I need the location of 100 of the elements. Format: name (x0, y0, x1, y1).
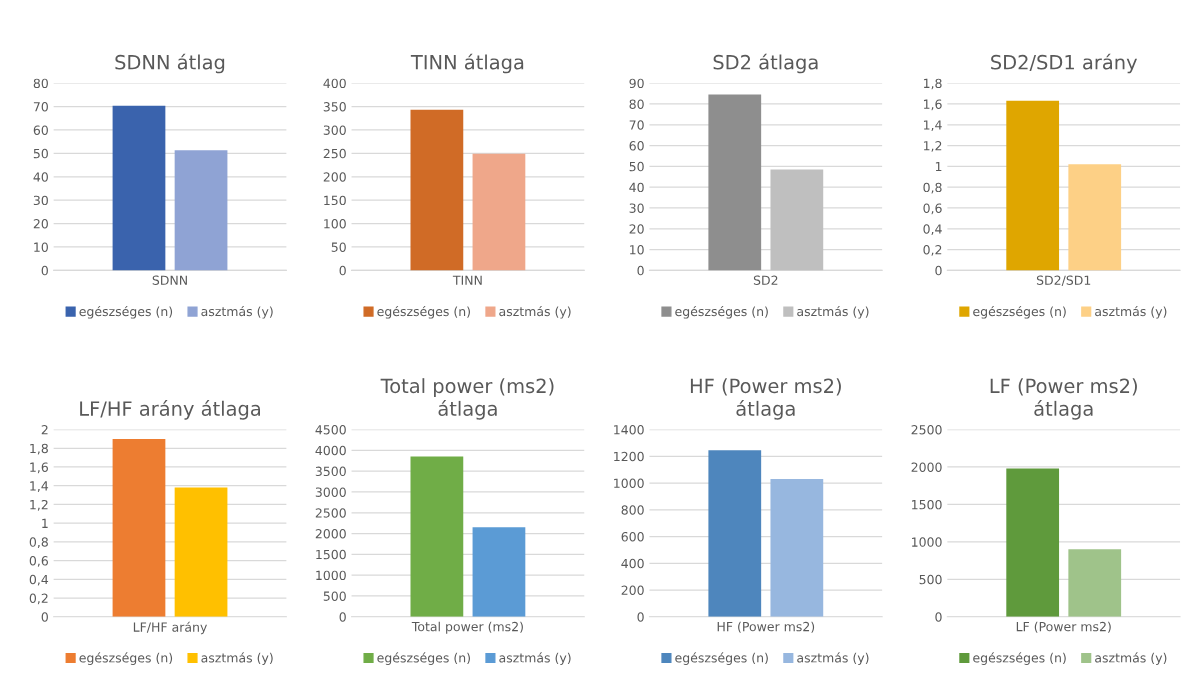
y-tick-label: 0,8 (29, 537, 48, 549)
category-label: Total power (ms2) (411, 621, 523, 634)
x-tick-label: LF/HF arány (133, 621, 207, 635)
legend-label: asztmás (y) (499, 305, 571, 319)
y-tick-label: 0 (637, 265, 644, 276)
y-tick-label: 70 (629, 120, 644, 130)
y-tick-label: 1500 (912, 499, 942, 510)
y-tick-label: 150 (324, 195, 346, 206)
y-tick-label: 0,4 (923, 224, 942, 235)
y-tick-label: 4000 (315, 445, 346, 456)
y-tick-label: 400 (621, 558, 644, 569)
y-tick-label: 0 (41, 612, 48, 622)
chart-title: LF/HF arány átlaga (80, 400, 260, 420)
y-tick-label: 70 (33, 102, 48, 112)
y-tick-label: 2000 (315, 529, 346, 539)
x-tick-label: Total power (ms2) (380, 378, 554, 397)
y-tick-label: 2500 (911, 425, 942, 435)
y-tick-label: 1 (42, 518, 48, 528)
y-tick-label: 0,4 (29, 574, 49, 586)
chart-title: SDNN átlag (115, 53, 225, 74)
y-tick-label: 1,2 (923, 141, 942, 152)
y-tick-label: 3000 (315, 487, 346, 497)
y-tick-label: 20 (33, 219, 48, 229)
y-tick-label: 1 (935, 162, 942, 172)
y-tick-label: 50 (331, 242, 346, 252)
y-tick-label: 10 (34, 242, 48, 252)
x-tick-label: HF (Power ms2) (690, 378, 841, 396)
x-tick-label: SD2 (753, 275, 778, 285)
y-tick-label: 60 (33, 125, 48, 135)
category-label: LF (Power ms2) (1016, 621, 1111, 633)
y-tick-label: 0 (637, 612, 644, 622)
chart-title: átlaga (438, 400, 497, 420)
chart-title: TINN átlaga (410, 53, 524, 74)
legend-label: egészséges (n) (973, 652, 1066, 665)
legend-label: asztmás (y) (797, 652, 869, 665)
y-tick-label: 500 (919, 574, 942, 585)
x-tick-label: SD2/SD1 (1036, 275, 1091, 286)
y-tick-label: 600 (621, 532, 644, 542)
chart-title: SD2/SD1 arány (991, 53, 1138, 74)
legend-label: asztmás (y) (201, 305, 273, 319)
y-tick-label: 1,8 (923, 78, 942, 90)
category-label: HF (Power ms2) (717, 621, 815, 633)
y-tick-label: 800 (621, 505, 644, 515)
y-tick-label: 1000 (912, 537, 942, 547)
legend-label: egészséges (n) (79, 305, 173, 319)
legend-label: egészséges (n) (377, 305, 470, 319)
y-tick-label: 250 (323, 148, 346, 159)
y-tick-label: 80 (33, 78, 48, 89)
y-tick-label: 0 (339, 612, 346, 622)
y-tick-label: 50 (629, 161, 644, 172)
y-tick-label: 200 (323, 172, 346, 182)
x-tick-label: LF (Power ms2) (990, 378, 1137, 396)
legend-label: asztmás (y) (1095, 305, 1167, 319)
y-tick-label: 300 (323, 125, 346, 135)
y-tick-label: 0,6 (923, 203, 942, 215)
y-tick-label: 10 (630, 245, 644, 255)
y-tick-label: 20 (629, 224, 644, 234)
y-tick-label: 1000 (614, 478, 644, 488)
chart-title: SD2 átlaga (713, 53, 818, 74)
legend-label: egészséges (n) (79, 652, 173, 665)
y-tick-label: 0 (935, 265, 942, 276)
y-tick-label: 500 (323, 591, 346, 601)
legend-label: egészséges (n) (675, 305, 768, 319)
y-tick-label: 1,6 (30, 462, 48, 474)
y-tick-label: 40 (33, 172, 48, 182)
y-tick-label: 4500 (315, 425, 346, 435)
y-tick-label: 2500 (315, 508, 346, 518)
y-tick-label: 1,8 (30, 443, 48, 455)
y-tick-label: 2 (41, 425, 48, 435)
legend-label: asztmás (y) (1095, 652, 1167, 665)
legend-label: asztmás (y) (201, 652, 273, 665)
y-tick-label: 1200 (614, 451, 644, 462)
y-tick-label: 0,2 (923, 245, 942, 256)
y-tick-label: 3500 (315, 466, 346, 477)
y-tick-label: 1,2 (30, 499, 48, 511)
y-tick-label: 350 (323, 102, 346, 112)
y-tick-label: 2000 (911, 462, 942, 472)
y-tick-label: 0,6 (29, 556, 48, 567)
y-tick-label: 200 (621, 585, 644, 595)
y-tick-label: 0,8 (923, 182, 942, 194)
y-tick-label: 0,2 (29, 593, 48, 605)
y-tick-label: 0 (41, 265, 48, 276)
y-tick-label: 60 (629, 141, 644, 151)
x-tick-label: TINN (452, 275, 482, 285)
y-tick-label: 1000 (316, 570, 346, 581)
y-tick-label: 1400 (614, 425, 644, 435)
legend-label: asztmás (y) (499, 652, 571, 665)
y-tick-label: 90 (629, 78, 644, 89)
chart-title: átlaga (736, 400, 795, 420)
legend-label: egészséges (n) (973, 305, 1066, 319)
y-tick-label: 0 (935, 612, 942, 622)
y-tick-label: 0 (339, 265, 346, 276)
legend-label: asztmás (y) (797, 305, 869, 319)
y-tick-label: 1,6 (923, 99, 942, 111)
y-tick-label: 1500 (316, 549, 346, 560)
y-tick-label: 400 (323, 78, 346, 89)
y-tick-label: 40 (629, 182, 644, 193)
legend-label: egészséges (n) (675, 652, 768, 665)
legend-label: egészséges (n) (377, 652, 470, 665)
chart-title: átlaga (1034, 400, 1093, 420)
